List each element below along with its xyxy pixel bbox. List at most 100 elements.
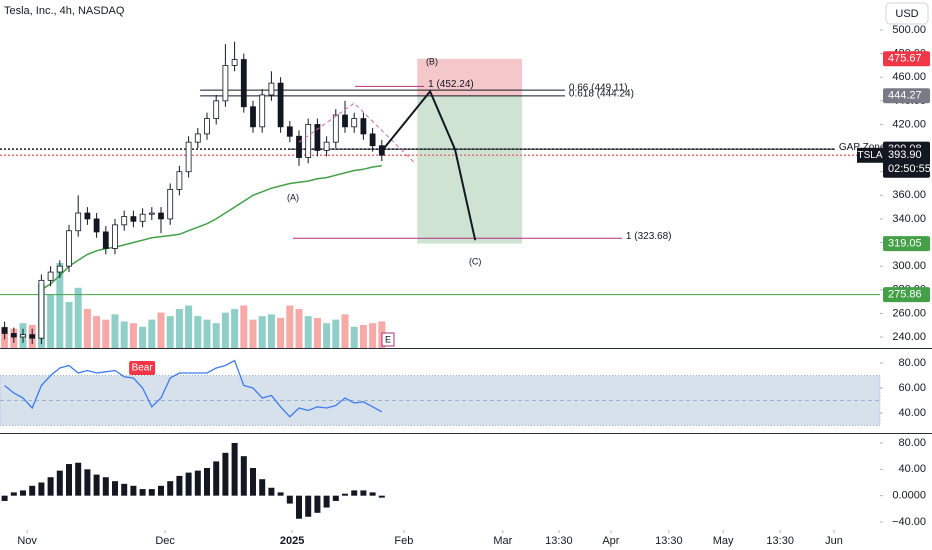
volume-bar (148, 319, 156, 348)
candle-body (314, 124, 321, 151)
candle-body (342, 114, 348, 128)
candle-body (250, 106, 256, 128)
candle-body (20, 334, 26, 338)
candle-body (176, 171, 183, 190)
price-label: 275.86 (888, 289, 922, 301)
histogram-bar (240, 456, 247, 496)
y-tick-label: 80.00 (898, 357, 926, 369)
candle-body (112, 224, 118, 249)
y-tick-label: 60.00 (898, 382, 926, 394)
volume-bar (249, 319, 257, 348)
candle-body (66, 230, 72, 267)
volume-bar (267, 314, 275, 348)
volume-bar (93, 316, 101, 348)
price-label-bg (883, 287, 930, 303)
earnings-badge[interactable] (381, 332, 395, 347)
histogram-bar (185, 472, 192, 496)
histogram-bar (20, 490, 27, 496)
candle-body (56, 265, 63, 273)
candle-body (305, 124, 312, 158)
candle-body (10, 333, 17, 338)
price-label: 393.90 (888, 149, 922, 161)
volume-bar (120, 321, 128, 348)
y-tick-label: 340.00 (892, 213, 926, 225)
volume-bar (231, 309, 239, 348)
histogram-bar (10, 492, 17, 496)
candle-body (1, 327, 8, 334)
x-tick-label: Dec (155, 535, 175, 547)
volume-bar (304, 316, 312, 348)
volume-bar (277, 317, 285, 348)
histogram-bar (314, 495, 321, 513)
histogram-bar (102, 477, 109, 496)
x-tick-label: Feb (394, 535, 413, 547)
histogram-bar (75, 462, 82, 496)
y-tick-label: 240.00 (892, 331, 926, 343)
candle-body (130, 216, 137, 222)
volume-bar (341, 314, 349, 348)
histogram-bar (360, 490, 367, 496)
price-label-bg (883, 147, 930, 178)
volume-bar (139, 326, 147, 348)
volume-bar (157, 312, 165, 348)
countdown: 02:50:55 (888, 163, 931, 175)
currency-button[interactable] (885, 2, 929, 25)
volume-bar (65, 301, 73, 348)
volume-bar (359, 324, 367, 348)
volume-bar (166, 316, 174, 348)
histogram-bar (176, 475, 183, 496)
histogram-bar (222, 452, 229, 496)
histogram-bar (38, 482, 45, 496)
y-tick-label: 40.00 (898, 463, 926, 475)
histogram-bar (332, 495, 339, 501)
candle-body (360, 118, 367, 135)
volume-bar (74, 287, 82, 348)
y-tick-label: 360.00 (892, 189, 926, 201)
volume-bar (323, 323, 331, 348)
x-tick-label: 13:30 (655, 535, 683, 547)
earnings-label[interactable]: E (385, 334, 391, 344)
y-tick-label: 420.00 (892, 118, 926, 130)
volume-bar (350, 326, 358, 348)
candle-body (259, 94, 266, 128)
volume-bar (111, 314, 119, 348)
histogram-bar (369, 492, 376, 496)
y-tick-label: 500.00 (892, 24, 926, 36)
level-label: 0.618 (444.24) (569, 88, 634, 99)
candle-body (75, 212, 82, 232)
x-tick-label: Jun (825, 535, 843, 547)
candle-body (93, 218, 100, 233)
plot-layer: 240.00260.00280.00300.00320.00340.00360.… (0, 24, 926, 547)
candle-body (121, 216, 128, 226)
level-label: 1 (452.24) (428, 79, 474, 90)
x-tick-label: 2025 (280, 535, 304, 547)
histogram-bar (296, 495, 303, 519)
histogram-bar (204, 468, 211, 496)
volume-bar (194, 316, 202, 348)
candle-body (148, 212, 155, 215)
histogram-bar (121, 483, 128, 496)
price-label: 475.67 (888, 53, 922, 65)
candle-body (286, 126, 293, 137)
level-label: 0.66 (449.11) (569, 83, 628, 94)
price-label-bg (883, 88, 930, 104)
currency-label[interactable]: USD (895, 8, 918, 20)
candle-body (194, 133, 201, 143)
volume-bar (47, 294, 55, 348)
volume-bar (313, 317, 321, 348)
x-tick-label: Nov (17, 535, 37, 547)
candle-body (158, 212, 164, 220)
volume-bar (56, 263, 64, 348)
histogram-bar (84, 469, 91, 496)
level-label: 1 (323.68) (626, 231, 672, 242)
candle-body (222, 65, 229, 102)
histogram-bar (29, 485, 36, 496)
y-tick-label: 300.00 (892, 260, 926, 272)
wave-label: (A) (287, 192, 299, 202)
candle-body (102, 231, 109, 249)
rsi-band (0, 375, 881, 426)
histogram-bar (47, 477, 54, 496)
x-tick-label: 13:30 (545, 535, 573, 547)
volume-bar (102, 319, 110, 348)
